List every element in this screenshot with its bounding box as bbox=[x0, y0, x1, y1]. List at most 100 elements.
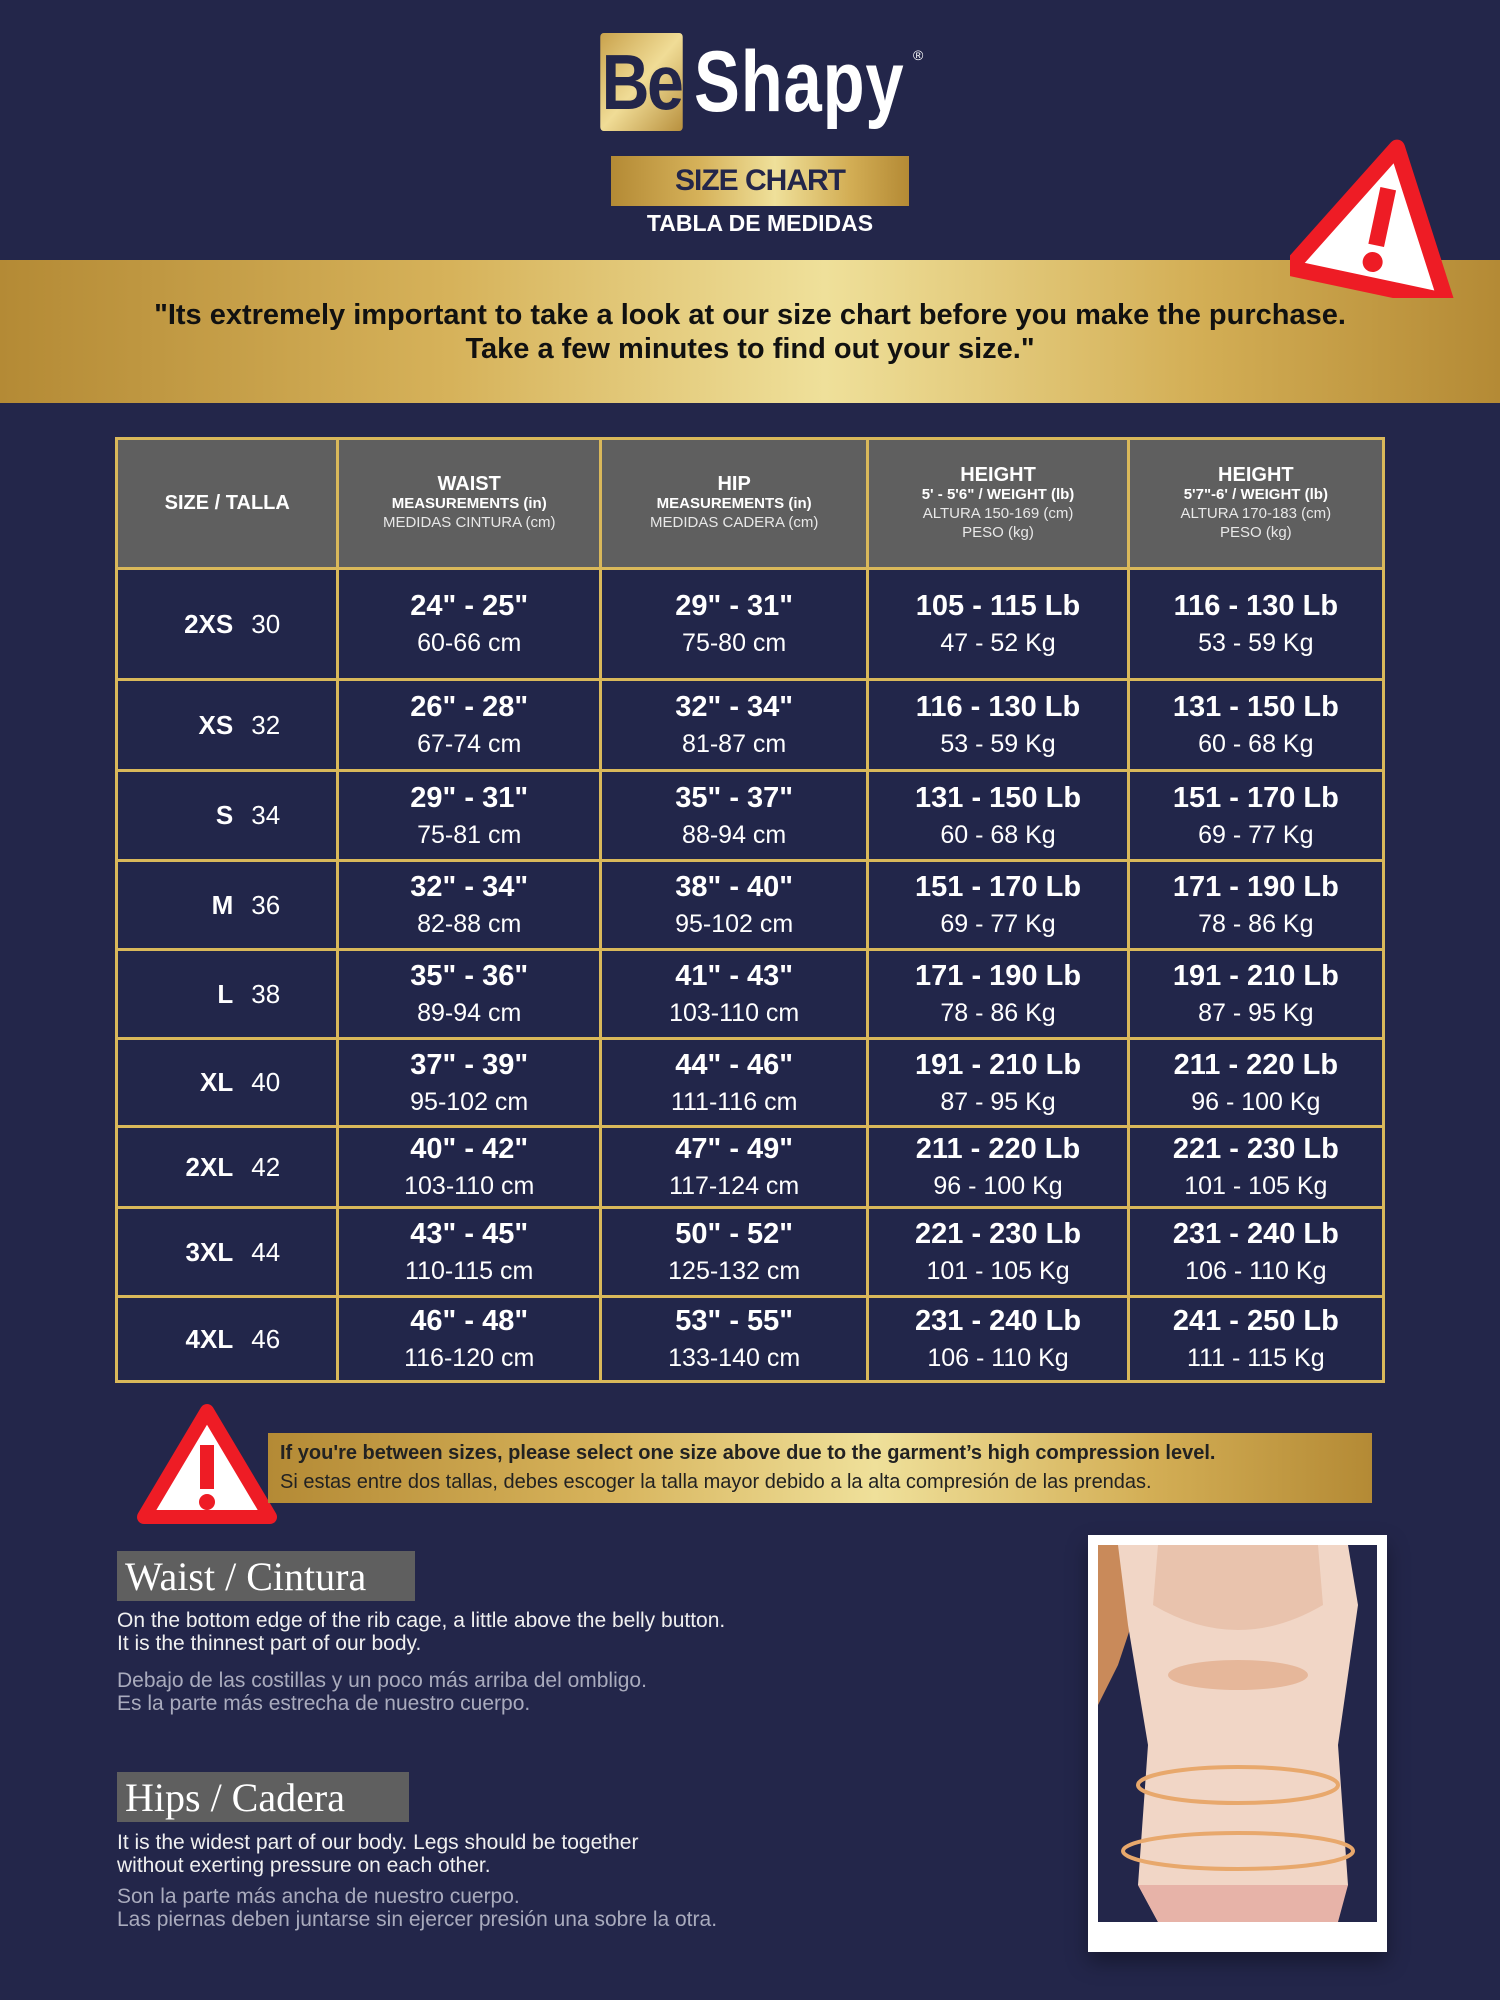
metric-value: 81-87 cm bbox=[682, 730, 787, 758]
metric-value: 101 - 105 Kg bbox=[926, 1257, 1070, 1285]
hip-cell: 41" - 43" 103-110 cm bbox=[598, 948, 870, 1040]
hip-cell: 53" - 55" 133-140 cm bbox=[598, 1295, 870, 1383]
metric-value: 75-80 cm bbox=[682, 629, 787, 657]
hips-en-1: It is the widest part of our body. Legs … bbox=[117, 1831, 639, 1854]
h2-cell: 191 - 210 Lb 87 - 95 Kg bbox=[1126, 948, 1386, 1040]
hip-cell: 29" - 31" 75-80 cm bbox=[598, 567, 870, 681]
imperial-value: 105 - 115 Lb bbox=[915, 590, 1081, 622]
h1-cell: 211 - 220 Lb 96 - 100 Kg bbox=[866, 1125, 1130, 1209]
logo-be: Be bbox=[600, 33, 684, 131]
metric-value: 133-140 cm bbox=[668, 1344, 801, 1372]
imperial-value: 37" - 39" bbox=[410, 1048, 529, 1081]
size-cell: S 34 bbox=[114, 769, 340, 862]
size-code: 2XS bbox=[184, 608, 234, 639]
brand-logo: Be Shapy ® bbox=[593, 33, 957, 131]
h1-cell: 116 - 130 Lb 53 - 59 Kg bbox=[866, 678, 1130, 772]
imperial-value: 131 - 150 Lb bbox=[1172, 691, 1339, 723]
waist-en-2: It is the thinnest part of our body. bbox=[117, 1632, 422, 1655]
table-row: XL 40 37" - 39" 95-102 cm 44" - 46" 111-116 c… bbox=[114, 1037, 1386, 1128]
imperial-value: 43" - 45" bbox=[410, 1218, 529, 1250]
banner-line-1: "Its extremely important to take a look … bbox=[154, 298, 1346, 331]
h1-cell: 105 - 115 Lb 47 - 52 Kg bbox=[866, 567, 1130, 681]
table-row: 2XL 42 40" - 42" 103-110 cm 47" - 49" 117-124… bbox=[114, 1125, 1386, 1209]
column-header: HIP MEASUREMENTS (in) MEDIDAS CADERA (cm) bbox=[598, 437, 870, 570]
hips-es-2: Las piernas deben juntarse sin ejercer p… bbox=[117, 1908, 718, 1931]
header-l3: ALTURA 170-183 (cm) bbox=[1180, 504, 1332, 522]
imperial-value: 221 - 230 Lb bbox=[915, 1218, 1082, 1250]
metric-value: 117-124 cm bbox=[669, 1172, 800, 1200]
h2-cell: 231 - 240 Lb 106 - 110 Kg bbox=[1126, 1206, 1386, 1298]
column-header: WAIST MEASUREMENTS (in) MEDIDAS CINTURA (c… bbox=[336, 437, 602, 570]
header-l2: MEASUREMENTS (in) bbox=[391, 495, 547, 512]
metric-value: 78 - 86 Kg bbox=[940, 999, 1056, 1027]
header-l3: MEDIDAS CADERA (cm) bbox=[649, 514, 819, 531]
waist-cell: 32" - 34" 82-88 cm bbox=[336, 859, 602, 951]
column-header: HEIGHT 5' - 5'6" / WEIGHT (lb) ALTURA 150-… bbox=[866, 437, 1130, 570]
metric-value: 95-102 cm bbox=[410, 1087, 529, 1116]
imperial-value: 191 - 210 Lb bbox=[1172, 960, 1339, 992]
metric-value: 110-115 cm bbox=[405, 1257, 534, 1285]
hip-cell: 47" - 49" 117-124 cm bbox=[598, 1125, 870, 1209]
metric-value: 96 - 100 Kg bbox=[933, 1172, 1063, 1200]
table-row: S 34 29" - 31" 75-81 cm 35" - 37" 88-94 cm 131… bbox=[114, 769, 1386, 862]
imperial-value: 29" - 31" bbox=[675, 590, 794, 622]
metric-value: 53 - 59 Kg bbox=[940, 730, 1056, 758]
imperial-value: 41" - 43" bbox=[675, 960, 794, 992]
imperial-value: 35" - 36" bbox=[410, 960, 529, 992]
metric-value: 89-94 cm bbox=[417, 999, 522, 1027]
imperial-value: 116 - 130 Lb bbox=[1173, 590, 1339, 622]
size-number: 30 bbox=[251, 608, 281, 639]
size-number: 32 bbox=[251, 709, 281, 740]
column-header: SIZE / TALLA bbox=[114, 437, 340, 570]
h2-cell: 211 - 220 Lb 96 - 100 Kg bbox=[1126, 1037, 1386, 1128]
imperial-value: 24" - 25" bbox=[410, 590, 529, 622]
size-cell: XL 40 bbox=[114, 1037, 340, 1128]
size-number: 34 bbox=[251, 800, 281, 830]
metric-value: 106 - 110 Kg bbox=[927, 1344, 1069, 1372]
hips-es-1: Son la parte más ancha de nuestro cuerpo… bbox=[117, 1885, 520, 1908]
metric-value: 101 - 105 Kg bbox=[1184, 1172, 1328, 1200]
metric-value: 60 - 68 Kg bbox=[940, 820, 1056, 849]
model-photo bbox=[1088, 1535, 1387, 1952]
metric-value: 69 - 77 Kg bbox=[940, 910, 1056, 938]
size-number: 44 bbox=[251, 1236, 281, 1267]
imperial-value: 29" - 31" bbox=[410, 781, 529, 814]
header-l4: PESO (kg) bbox=[962, 523, 1034, 541]
table-row: L 38 35" - 36" 89-94 cm 41" - 43" 103-110 cm 1… bbox=[114, 948, 1386, 1040]
waist-label: Waist / Cintura bbox=[117, 1551, 415, 1601]
header-l2: 5'7"-6' / WEIGHT (lb) bbox=[1183, 485, 1328, 503]
metric-value: 88-94 cm bbox=[682, 820, 787, 849]
h2-cell: 116 - 130 Lb 53 - 59 Kg bbox=[1126, 567, 1386, 681]
header-l4: PESO (kg) bbox=[1219, 523, 1292, 541]
notice-en: If you're between sizes, please select o… bbox=[280, 1442, 1216, 1464]
metric-value: 47 - 52 Kg bbox=[940, 629, 1056, 657]
size-code: S bbox=[215, 800, 234, 830]
imperial-value: 171 - 190 Lb bbox=[1172, 871, 1339, 903]
size-number: 40 bbox=[251, 1067, 281, 1097]
logo-shapy: Shapy bbox=[694, 33, 905, 130]
imperial-value: 116 - 130 Lb bbox=[915, 691, 1081, 723]
metric-value: 87 - 95 Kg bbox=[1198, 999, 1314, 1027]
hips-label: Hips / Cadera bbox=[117, 1772, 409, 1822]
imperial-value: 44" - 46" bbox=[675, 1048, 794, 1081]
imperial-value: 171 - 190 Lb bbox=[915, 960, 1082, 992]
shapewear-illustration bbox=[1098, 1545, 1358, 1922]
warning-triangle-icon bbox=[1290, 139, 1455, 298]
size-code: 2XL bbox=[185, 1151, 234, 1182]
metric-value: 87 - 95 Kg bbox=[940, 1087, 1056, 1116]
waist-cell: 37" - 39" 95-102 cm bbox=[336, 1037, 602, 1128]
h2-cell: 131 - 150 Lb 60 - 68 Kg bbox=[1126, 678, 1386, 772]
size-number: 42 bbox=[251, 1151, 281, 1182]
waist-cell: 29" - 31" 75-81 cm bbox=[336, 769, 602, 862]
metric-value: 116-120 cm bbox=[404, 1344, 535, 1372]
imperial-value: 241 - 250 Lb bbox=[1172, 1305, 1339, 1337]
size-cell: 2XL 42 bbox=[114, 1125, 340, 1209]
waist-cell: 40" - 42" 103-110 cm bbox=[336, 1125, 602, 1209]
metric-value: 53 - 59 Kg bbox=[1198, 629, 1314, 657]
metric-value: 103-110 cm bbox=[669, 999, 800, 1027]
hip-cell: 38" - 40" 95-102 cm bbox=[598, 859, 870, 951]
header-l3: MEDIDAS CINTURA (cm) bbox=[382, 514, 556, 531]
header-title: WAIST bbox=[437, 473, 501, 495]
imperial-value: 35" - 37" bbox=[675, 781, 794, 814]
imperial-value: 32" - 34" bbox=[675, 691, 794, 723]
